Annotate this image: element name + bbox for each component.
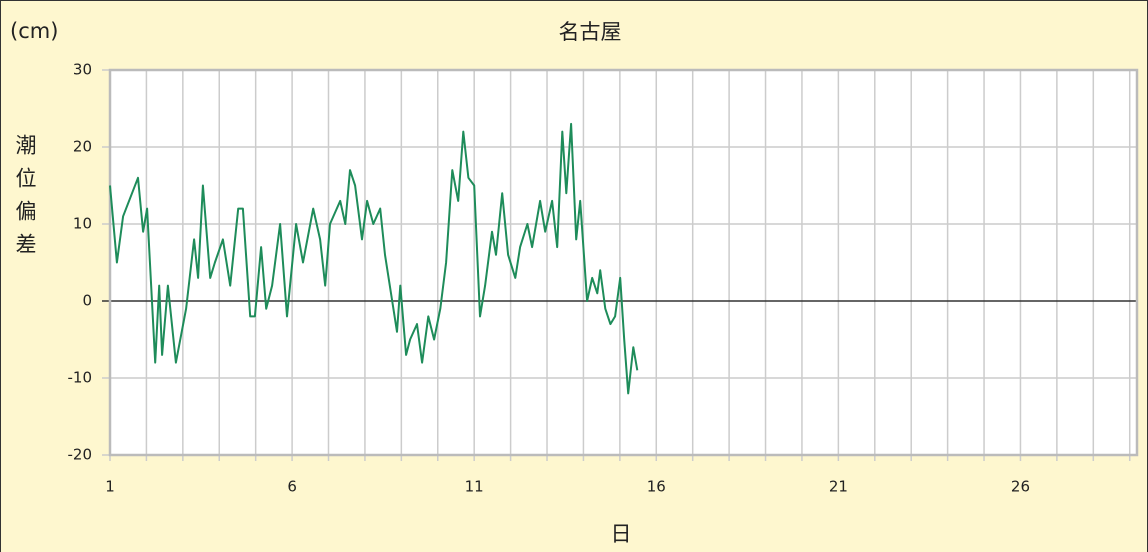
plot-area — [110, 70, 1137, 455]
x-tick-label: 21 — [829, 478, 848, 496]
data-line — [109, 122, 639, 395]
y-tick-label: 10 — [73, 215, 92, 233]
y-tick-label: 20 — [73, 138, 92, 156]
plot-border — [108, 68, 1139, 457]
y-tick-label: -10 — [68, 369, 93, 387]
y-axis-title: 潮位偏差 — [13, 134, 37, 266]
x-tick-label: 26 — [1011, 478, 1030, 496]
y-tick-label: 30 — [73, 61, 92, 79]
y-unit: (cm) — [10, 19, 58, 43]
y-tick-label: -20 — [68, 446, 93, 464]
x-axis-title: 日 — [611, 522, 632, 546]
y-axis-title-text: 潮位偏差 — [13, 134, 37, 266]
x-tick-label: 11 — [465, 478, 484, 496]
chart-title: 名古屋 — [559, 20, 622, 44]
x-tick-label: 1 — [105, 478, 115, 496]
y-tick-label: 0 — [82, 292, 92, 310]
x-tick-label: 16 — [647, 478, 666, 496]
x-tick-label: 6 — [287, 478, 297, 496]
